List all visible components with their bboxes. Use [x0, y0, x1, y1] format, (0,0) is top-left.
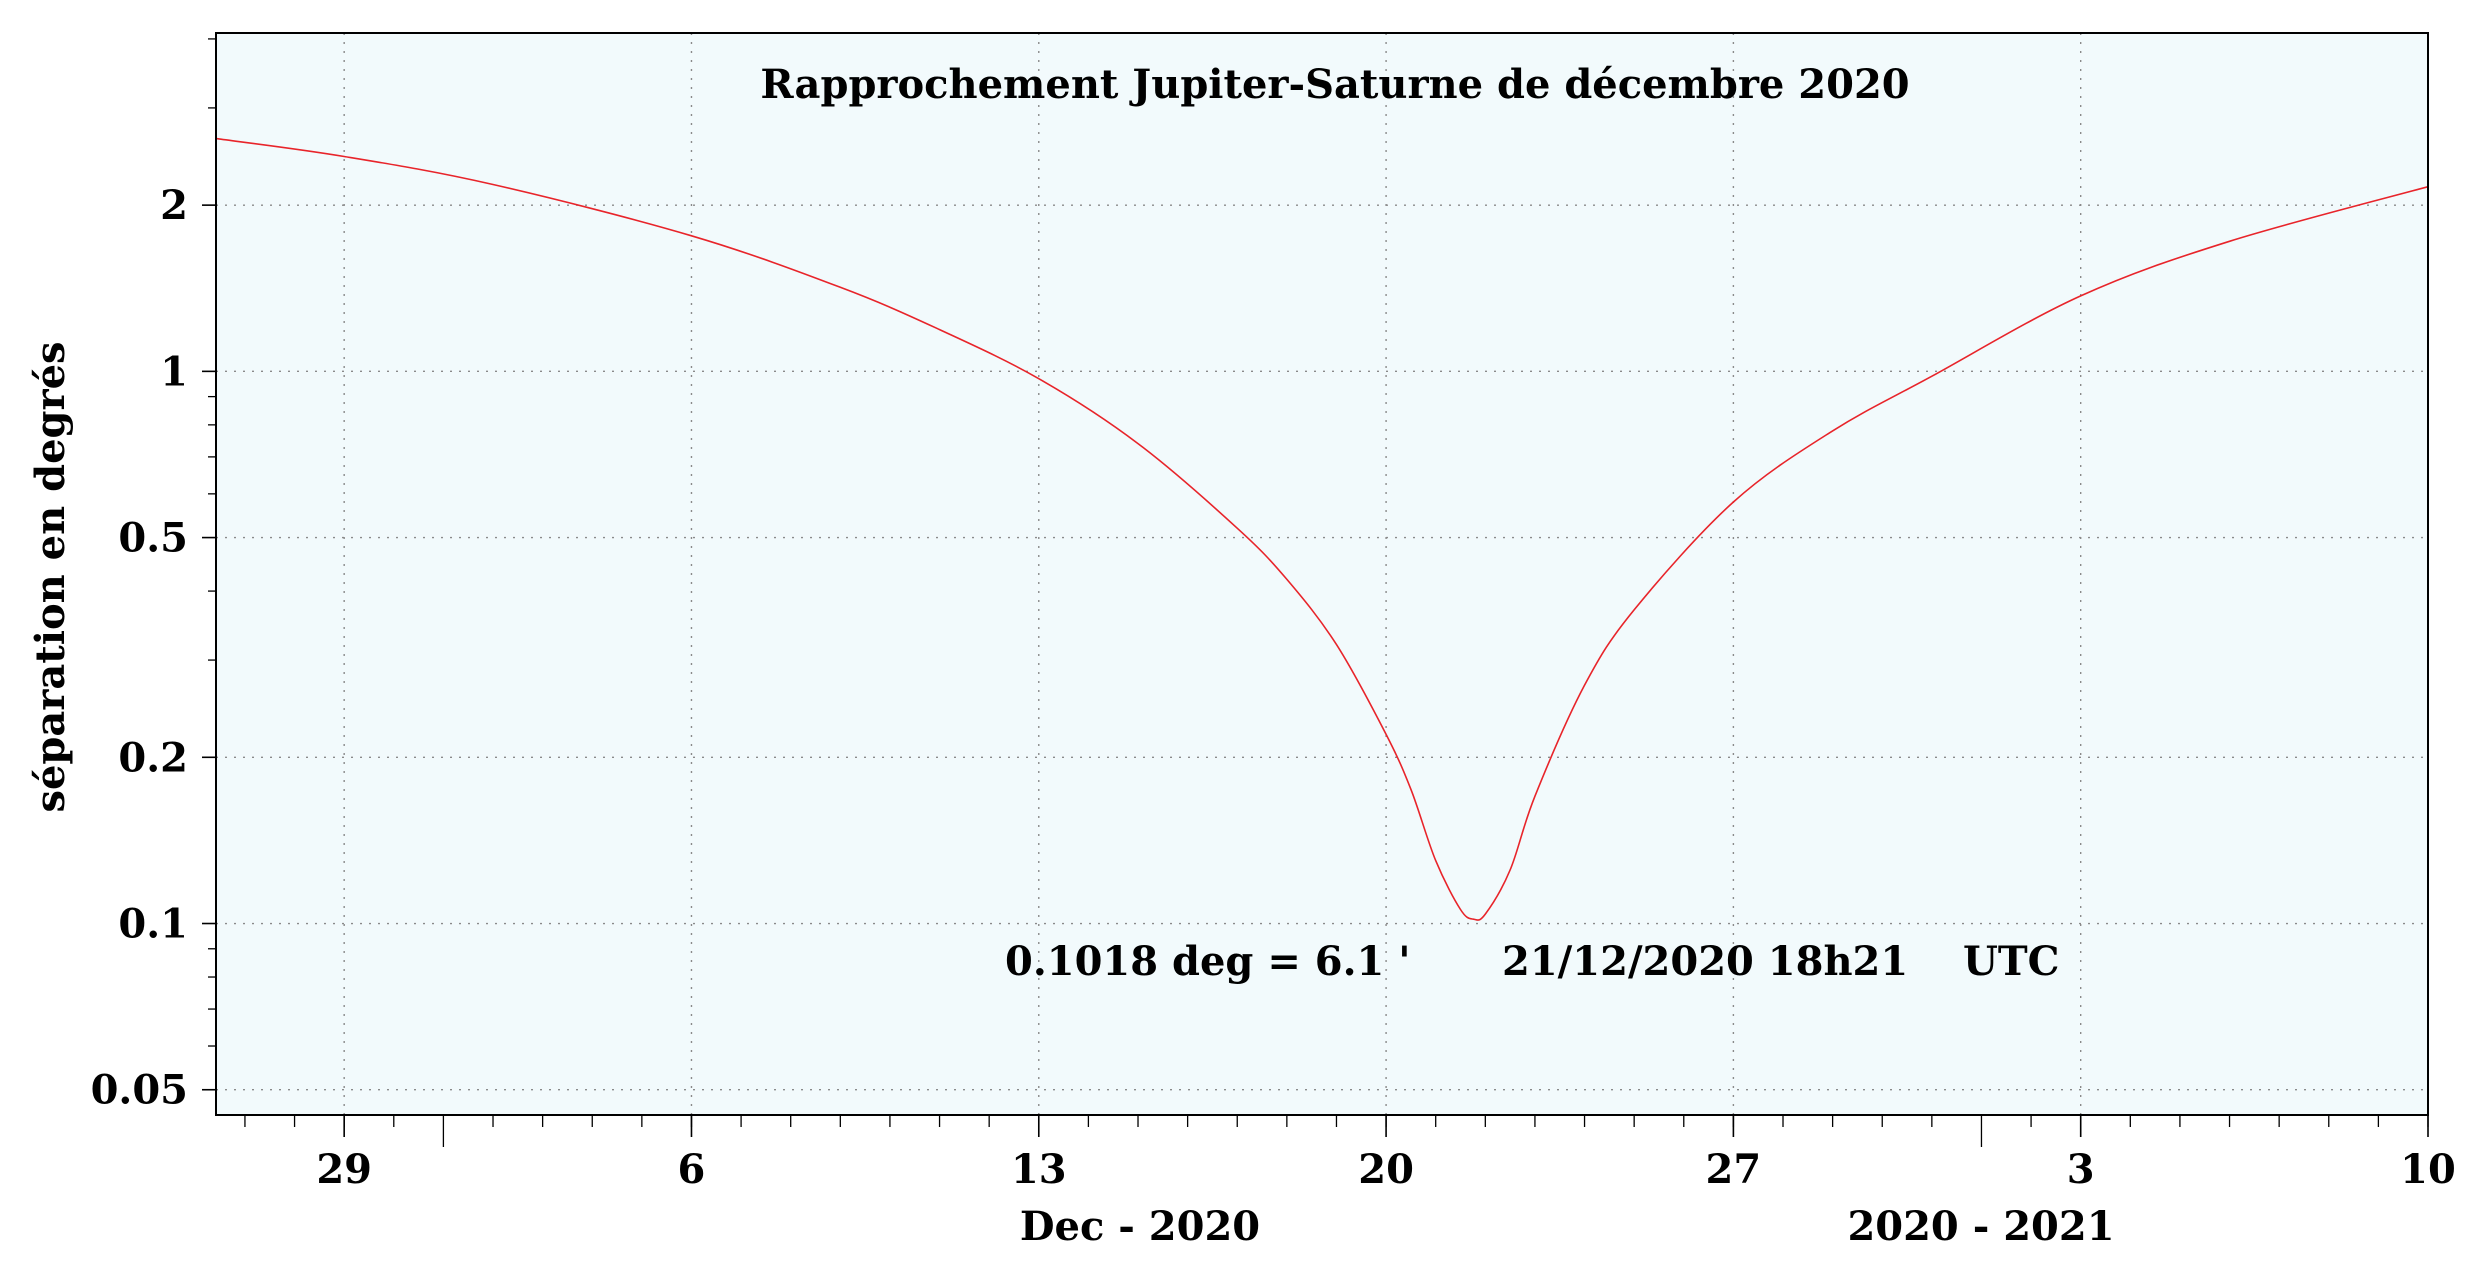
separation-curve	[215, 137, 2429, 921]
annotation-minimum-value: 0.1018 deg = 6.1 '	[1005, 938, 1411, 985]
minor-ticks	[202, 38, 2429, 1147]
annotation-timezone: UTC	[1963, 938, 2059, 985]
x-tick-label: 6	[678, 1146, 706, 1193]
x-tick-label: 27	[1706, 1146, 1762, 1193]
y-tick-label: 0.1	[118, 901, 188, 948]
y-tick-label: 2	[160, 182, 188, 229]
x-tick-label: 29	[316, 1146, 372, 1193]
x-tick-label: 13	[1011, 1146, 1067, 1193]
x-tick-label: 10	[2400, 1146, 2456, 1193]
x-group-label-year: 2020 - 2021	[1847, 1203, 2114, 1250]
plot-background	[216, 33, 2428, 1115]
y-tick-label: 1	[160, 348, 188, 395]
grid	[216, 33, 2428, 1115]
plot-frame	[215, 32, 2429, 1116]
y-tick-label: 0.2	[118, 734, 188, 781]
annotation-minimum-date: 21/12/2020 18h21	[1502, 938, 1908, 985]
y-tick-label: 0.05	[91, 1067, 188, 1114]
x-tick-label: 3	[2067, 1146, 2095, 1193]
chart-title: Rapprochement Jupiter-Saturne de décembr…	[760, 61, 1909, 108]
x-tick-label: 20	[1358, 1146, 1414, 1193]
y-tick-labels: 0.05 0.1 0.2 0.5 1 2	[91, 182, 188, 1114]
y-tick-label: 0.5	[118, 515, 188, 562]
x-group-label-dec: Dec - 2020	[1020, 1203, 1260, 1250]
x-tick-labels: 29 6 13 20 27 3 10	[316, 1146, 2456, 1193]
y-axis-label: séparation en degrés	[27, 341, 74, 812]
